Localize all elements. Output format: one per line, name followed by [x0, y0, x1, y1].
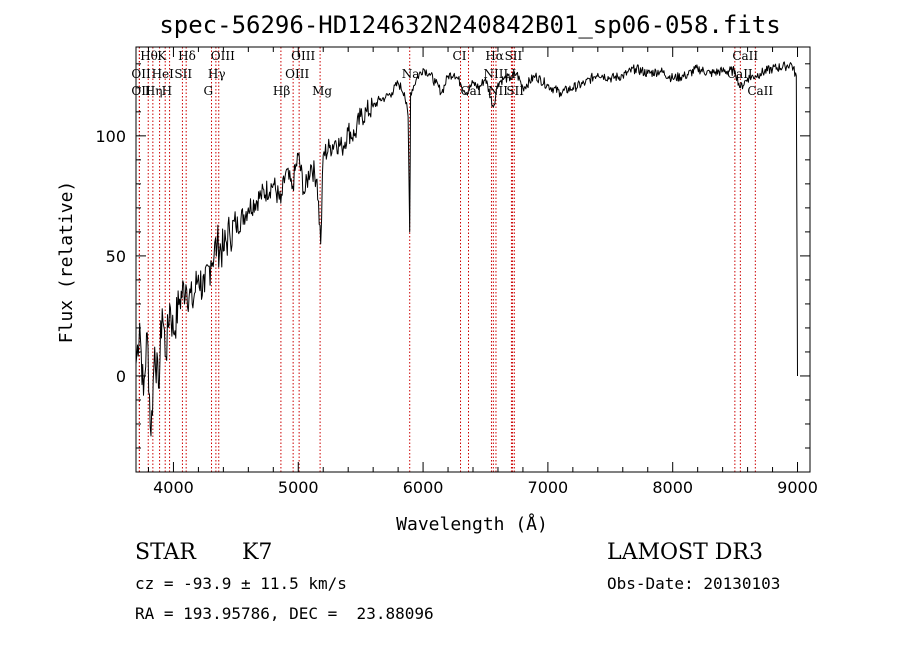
spectral-line-label: OII	[131, 67, 151, 81]
spectral-line-label: OIII	[291, 49, 315, 63]
spectral-line-label: CaII	[747, 84, 773, 98]
spectral-line-label: CaII	[732, 49, 758, 63]
y-tick-label: 0	[116, 367, 126, 386]
object-class: STAR	[135, 540, 196, 565]
observation-date: Obs-Date: 20130103	[607, 574, 781, 593]
spectral-line-label: NII	[488, 84, 508, 98]
spectral-line-label: G	[204, 84, 214, 98]
spectral-line-label: OIII	[211, 49, 235, 63]
redshift-readout: cz = -93.9 ± 11.5 km/s	[135, 574, 347, 593]
spectral-line-label: Mg	[312, 84, 332, 98]
coordinates-readout: RA = 193.95786, DEC = 23.88096	[135, 604, 434, 623]
spectral-line-label: H	[162, 84, 172, 98]
spectral-line-label: Hγ	[208, 67, 226, 81]
spectrum-series	[135, 61, 798, 437]
spectral-line-label: Hθ	[140, 49, 158, 63]
spectral-line-label: SII	[505, 49, 523, 63]
spectral-line-label: Hα	[485, 49, 504, 63]
plot-frame	[135, 46, 811, 473]
spectral-line-label: CaII	[727, 67, 753, 81]
spectral-line-label: Hδ	[178, 49, 196, 63]
spectral-line-label: NII	[483, 67, 503, 81]
spectral-line-label: SII	[506, 84, 524, 98]
x-tick-label: 9000	[777, 478, 818, 497]
x-tick-label: 6000	[403, 478, 444, 497]
axes: 4000 5000 6000 7000 8000 9000 0 50 100	[95, 46, 818, 497]
chart-title: spec-56296-HD124632N240842B01_sp06-058.f…	[159, 11, 780, 39]
survey-name: LAMOST DR3	[607, 540, 763, 565]
spectral-line-label: OIII	[285, 67, 309, 81]
spectral-line-label: K	[157, 49, 167, 63]
spectral-line-label: HeI	[152, 67, 175, 81]
spectrum-line	[135, 61, 798, 437]
spectral-line-markers	[138, 47, 756, 472]
spectral-line-label: SII	[174, 67, 192, 81]
x-axis-label: Wavelength (Å)	[396, 513, 548, 535]
y-tick-label: 50	[106, 247, 126, 266]
y-axis-label: Flux (relative)	[56, 181, 77, 344]
x-tick-label: 4000	[153, 478, 194, 497]
y-tick-label: 100	[95, 127, 126, 146]
spectral-line-label: Hβ	[273, 84, 290, 98]
spectral-line-label: Hη	[145, 84, 163, 98]
x-tick-label: 5000	[278, 478, 319, 497]
x-tick-label: 8000	[652, 478, 693, 497]
spectral-line-label: Na	[402, 67, 420, 81]
spectral-line-label: CI	[453, 49, 467, 63]
object-subclass: K7	[242, 540, 273, 565]
x-tick-label: 7000	[528, 478, 569, 497]
